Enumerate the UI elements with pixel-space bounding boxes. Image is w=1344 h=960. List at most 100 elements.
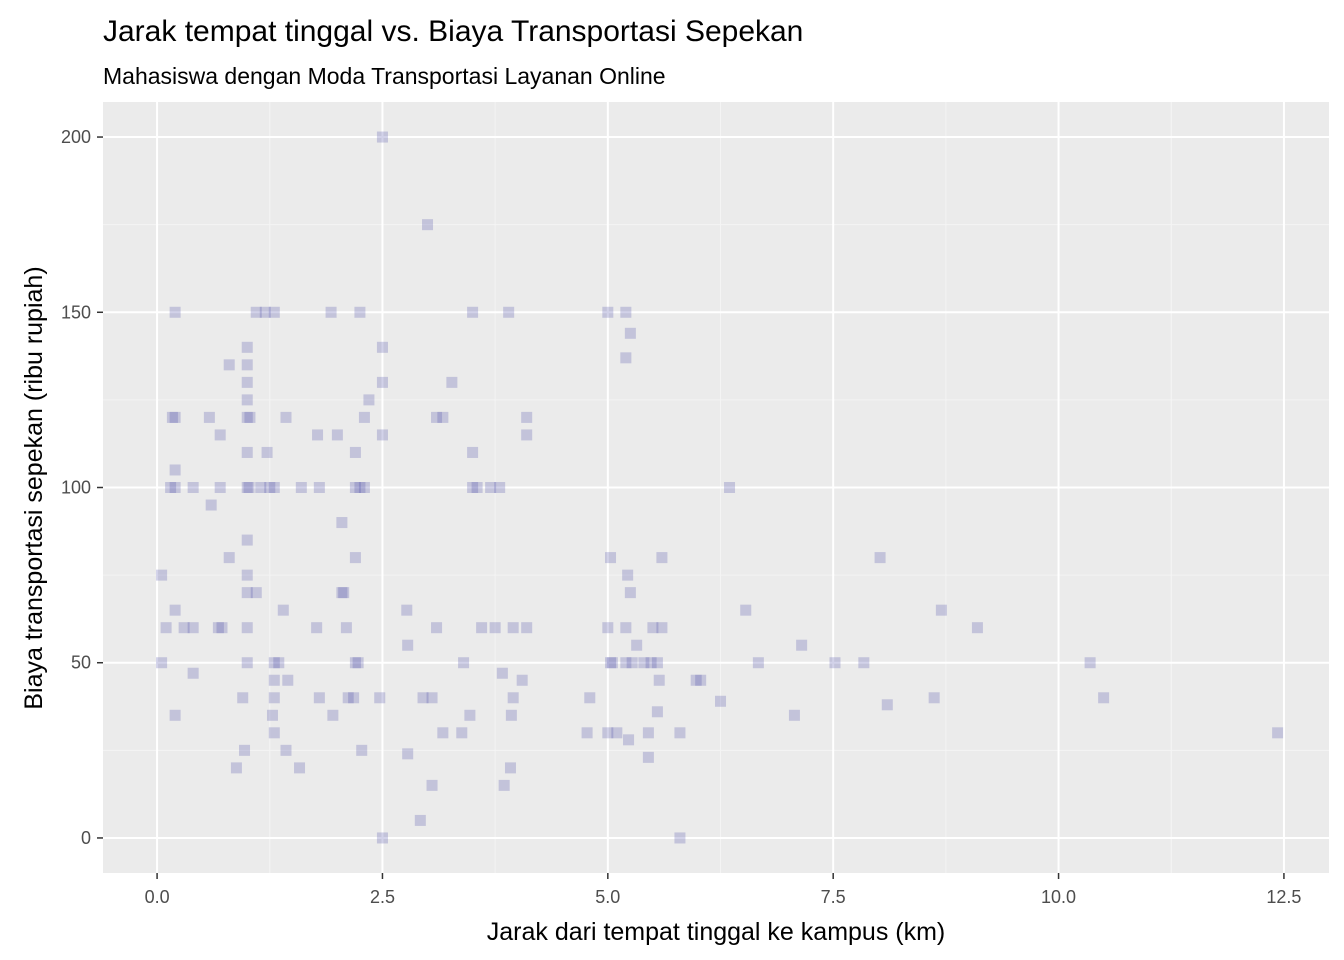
data-point [464,709,476,721]
data-point [414,814,426,826]
data-point [178,622,190,634]
y-tick-label: 150 [61,302,91,322]
data-point [356,744,368,756]
data-point [467,446,479,458]
data-point [624,587,636,599]
data-point [620,352,632,364]
data-point [244,411,256,423]
data-point [620,306,632,318]
data-point [214,429,226,441]
data-point [611,727,623,739]
data-point [456,727,468,739]
data-point [516,674,528,686]
data-point [374,692,386,704]
data-point [268,306,280,318]
data-point [645,657,657,669]
data-point [656,622,668,634]
data-point [503,306,515,318]
data-point [241,482,253,493]
data-point [1272,727,1284,739]
data-point [336,587,348,599]
data-point [507,692,519,704]
data-point [498,779,510,791]
data-point [376,429,388,441]
data-point [282,674,294,686]
data-point [237,692,249,704]
data-point [338,587,350,599]
data-point [280,744,292,756]
data-point [458,657,470,669]
data-point [280,411,292,423]
y-axis: 0 50 100 150 200 [61,127,103,848]
data-point [467,306,479,318]
data-point [340,622,352,634]
data-point [467,482,479,493]
data-point [358,482,370,493]
data-point [241,341,253,353]
data-point [342,692,354,704]
data-point [653,674,665,686]
data-point [255,482,267,493]
data-point [505,709,517,721]
data-point [349,482,361,493]
data-point [241,394,253,406]
data-point [624,327,636,339]
data-point [268,727,280,739]
data-point [1098,692,1110,704]
data-point [521,411,533,423]
data-point [358,411,370,423]
data-point [169,411,181,423]
data-point [312,429,324,441]
x-tick-label: 12.5 [1266,887,1301,907]
data-point [277,604,289,616]
data-point [622,569,634,581]
y-axis-title: Biaya transportasi sepekan (ribu rupiah) [20,266,48,709]
data-point [651,657,663,669]
data-point [690,674,702,686]
data-point [437,727,449,739]
data-point [169,709,181,721]
data-point [605,552,617,564]
data-point [268,657,280,669]
data-point [250,587,262,599]
data-point [354,482,366,493]
data-point [402,639,414,651]
data-point [796,639,808,651]
data-point [352,657,364,669]
data-point [651,706,663,718]
data-point [250,306,262,318]
data-point [928,692,940,704]
data-point [239,744,251,756]
data-point [376,131,388,143]
data-point [376,376,388,388]
data-point [476,622,488,634]
y-tick-label: 200 [61,127,91,147]
data-point [169,604,181,616]
data-point [1084,657,1096,669]
data-point [494,482,506,493]
data-point [331,429,343,441]
data-point [496,667,508,679]
data-point [354,306,366,318]
data-point [205,499,217,511]
data-point [602,727,614,739]
data-point [264,482,276,493]
data-point [446,376,458,388]
data-point [313,692,325,704]
data-point [241,534,253,546]
x-axis-title: Jarak dari tempat tinggal ke kampus (km) [487,918,946,946]
data-point [166,411,178,423]
data-point [602,306,614,318]
data-point [156,569,168,581]
data-point [724,482,736,493]
data-point [376,341,388,353]
data-point [507,622,519,634]
data-point [241,446,253,458]
data-point [214,482,226,493]
data-point [935,604,947,616]
data-point [971,622,983,634]
data-point [401,604,413,616]
y-tick-label: 50 [71,653,91,673]
data-point [606,657,618,669]
